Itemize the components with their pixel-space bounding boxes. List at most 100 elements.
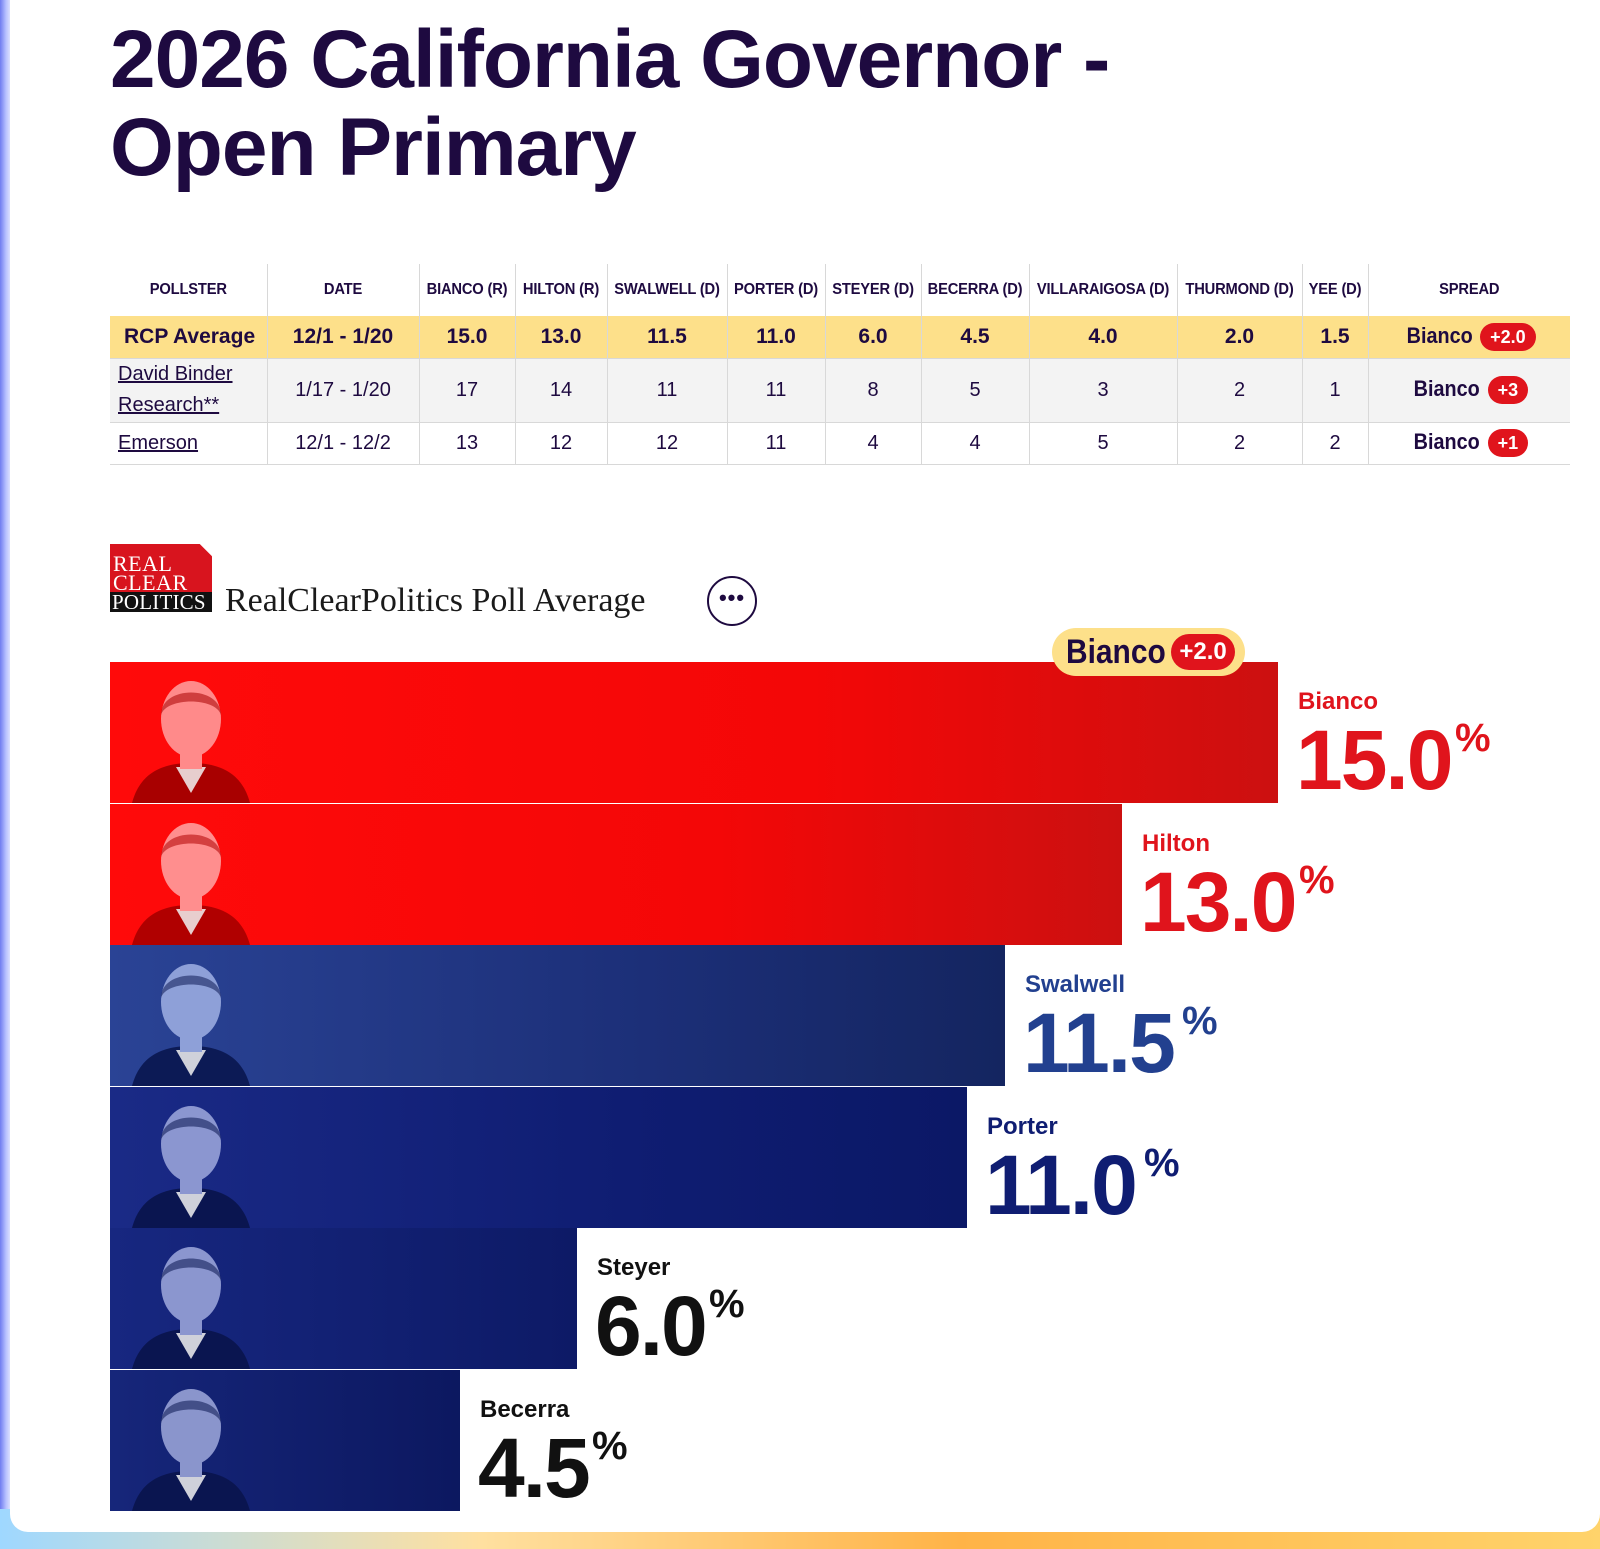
cell-date: 12/1 - 1/20 <box>266 316 419 358</box>
candidate-photo-swalwell <box>132 964 250 1086</box>
logo-line-real: REAL <box>113 551 173 576</box>
cell-value: 6.0 <box>824 316 921 358</box>
cell-value: 12 <box>514 421 607 465</box>
cell-value: 5 <box>920 357 1029 422</box>
cell-value: 5 <box>1028 421 1177 465</box>
percent-sign: % <box>592 1424 628 1468</box>
candidate-photo-steyer <box>132 1247 250 1369</box>
cell-value: 4.5 <box>920 316 1029 358</box>
percent-sign: % <box>1299 858 1335 902</box>
cell-value: 13 <box>418 421 515 465</box>
cell-value: 11 <box>726 357 825 422</box>
cell-value: 14 <box>514 357 607 422</box>
candidate-value-hilton: 13.0 <box>1140 855 1297 949</box>
leader-spread-badge: +2.0 <box>1171 634 1235 670</box>
logo-line-politics: POLITICS <box>110 592 212 612</box>
header-hilton[interactable]: HILTON (R) <box>518 264 604 316</box>
spread-leader: Bianco <box>1406 322 1473 348</box>
candidate-value-porter: 11.0 <box>985 1138 1138 1232</box>
candidate-photo-hilton <box>132 823 250 945</box>
cell-value: 2 <box>1176 357 1302 422</box>
candidate-value-bianco: 15.0 <box>1296 713 1453 807</box>
table-row-rcp-average: RCP Average 12/1 - 1/20 15.0 13.0 11.5 1… <box>110 316 1570 358</box>
percent-sign: % <box>1182 999 1218 1043</box>
cell-date: 1/17 - 1/20 <box>266 357 419 422</box>
cell-spread: Bianco +2.0 <box>1367 316 1570 358</box>
spread-badge: +2.0 <box>1480 322 1536 351</box>
candidate-value-steyer: 6.0 <box>595 1279 708 1373</box>
bar-porter[interactable] <box>110 1087 967 1228</box>
cell-value: 1 <box>1301 357 1368 422</box>
header-pollster[interactable]: POLLSTER <box>149 281 227 298</box>
pollster-link[interactable]: Emerson <box>118 431 199 454</box>
percent-sign: % <box>709 1282 745 1326</box>
cell-value: 15.0 <box>418 316 515 358</box>
cell-pollster: David Binder Research** <box>110 357 267 422</box>
cell-value: 11.5 <box>606 316 727 358</box>
chart-section-title: RealClearPolitics Poll Average <box>225 582 646 619</box>
candidate-label-hilton: Hilton <box>1142 830 1210 857</box>
cell-value: 13.0 <box>514 316 607 358</box>
candidate-label-becerra: Becerra <box>480 1396 570 1423</box>
header-villaraigosa[interactable]: VILLARAIGOSA (D) <box>1034 264 1172 316</box>
cell-date: 12/1 - 12/2 <box>266 421 419 465</box>
candidate-label-porter: Porter <box>987 1113 1058 1140</box>
spread-leader: Bianco <box>1413 428 1480 454</box>
percent-sign: % <box>1144 1141 1180 1185</box>
cell-value: 2 <box>1301 421 1368 465</box>
header-yee[interactable]: YEE (D) <box>1304 264 1366 316</box>
candidate-label-steyer: Steyer <box>597 1254 671 1281</box>
cell-value: 8 <box>824 357 921 422</box>
table-header-row: POLLSTER DATE BIANCO (R) HILTON (R) SWAL… <box>110 264 1570 316</box>
candidate-label-swalwell: Swalwell <box>1025 971 1126 998</box>
cell-value: 11 <box>606 357 727 422</box>
candidate-value-swalwell: 11.5 <box>1023 996 1176 1090</box>
bar-hilton[interactable] <box>110 804 1122 945</box>
logo-line-clear: CLEAR <box>113 570 188 595</box>
rcp-logo[interactable]: REAL CLEAR POLITICS <box>110 544 212 612</box>
cell-value: 4 <box>920 421 1029 465</box>
bar-swalwell[interactable] <box>110 945 1005 1086</box>
candidate-photo-porter <box>132 1106 250 1228</box>
percent-sign: % <box>1455 716 1491 760</box>
spread-badge: +3 <box>1487 376 1529 405</box>
cell-value: 2.0 <box>1176 316 1302 358</box>
cell-value: 11.0 <box>726 316 825 358</box>
more-options-button[interactable]: ••• <box>707 576 757 626</box>
cell-pollster: RCP Average <box>110 316 267 358</box>
table-row: Emerson 12/1 - 12/2 13 12 12 11 4 4 5 2 … <box>110 421 1570 465</box>
bar-becerra[interactable] <box>110 1370 460 1511</box>
header-swalwell[interactable]: SWALWELL (D) <box>611 264 723 316</box>
cell-spread: Bianco +3 <box>1367 357 1570 422</box>
leader-name: Bianco <box>1066 632 1166 671</box>
poll-average-chart: Bianco 15.0% Hilton 13.0% Swalwell 11.5% Porte… <box>110 628 1570 1540</box>
content-panel: 2026 California Governor - Open Primary … <box>10 0 1600 1532</box>
cell-value: 3 <box>1028 357 1177 422</box>
bar-steyer[interactable] <box>110 1228 577 1369</box>
cell-value: 11 <box>726 421 825 465</box>
page-title: 2026 California Governor - Open Primary <box>110 14 1110 193</box>
header-porter[interactable]: PORTER (D) <box>730 264 822 316</box>
cell-value: 1.5 <box>1301 316 1368 358</box>
candidate-photo-bianco <box>132 681 250 803</box>
header-becerra[interactable]: BECERRA (D) <box>924 264 1025 316</box>
header-steyer[interactable]: STEYER (D) <box>828 264 918 316</box>
cell-value: 4.0 <box>1028 316 1177 358</box>
candidate-photo-becerra <box>132 1389 250 1511</box>
cell-value: 12 <box>606 421 727 465</box>
header-thurmond[interactable]: THURMOND (D) <box>1181 264 1297 316</box>
header-date[interactable]: DATE <box>272 264 413 316</box>
spread-badge: +1 <box>1487 429 1529 458</box>
candidate-label-bianco: Bianco <box>1298 688 1379 715</box>
cell-value: 17 <box>418 357 515 422</box>
header-spread[interactable]: SPREAD <box>1375 264 1562 316</box>
leader-spread-pill: Bianco +2.0 <box>1052 628 1245 676</box>
cell-value: 4 <box>824 421 921 465</box>
table-row: David Binder Research** 1/17 - 1/20 17 1… <box>110 357 1570 422</box>
bar-bianco[interactable] <box>110 662 1278 803</box>
spread-leader: Bianco <box>1413 375 1480 401</box>
candidate-value-becerra: 4.5 <box>478 1421 591 1515</box>
cell-pollster: Emerson <box>110 421 267 465</box>
pollster-link[interactable]: David Binder Research** <box>118 363 233 416</box>
header-bianco[interactable]: BIANCO (R) <box>422 264 512 316</box>
